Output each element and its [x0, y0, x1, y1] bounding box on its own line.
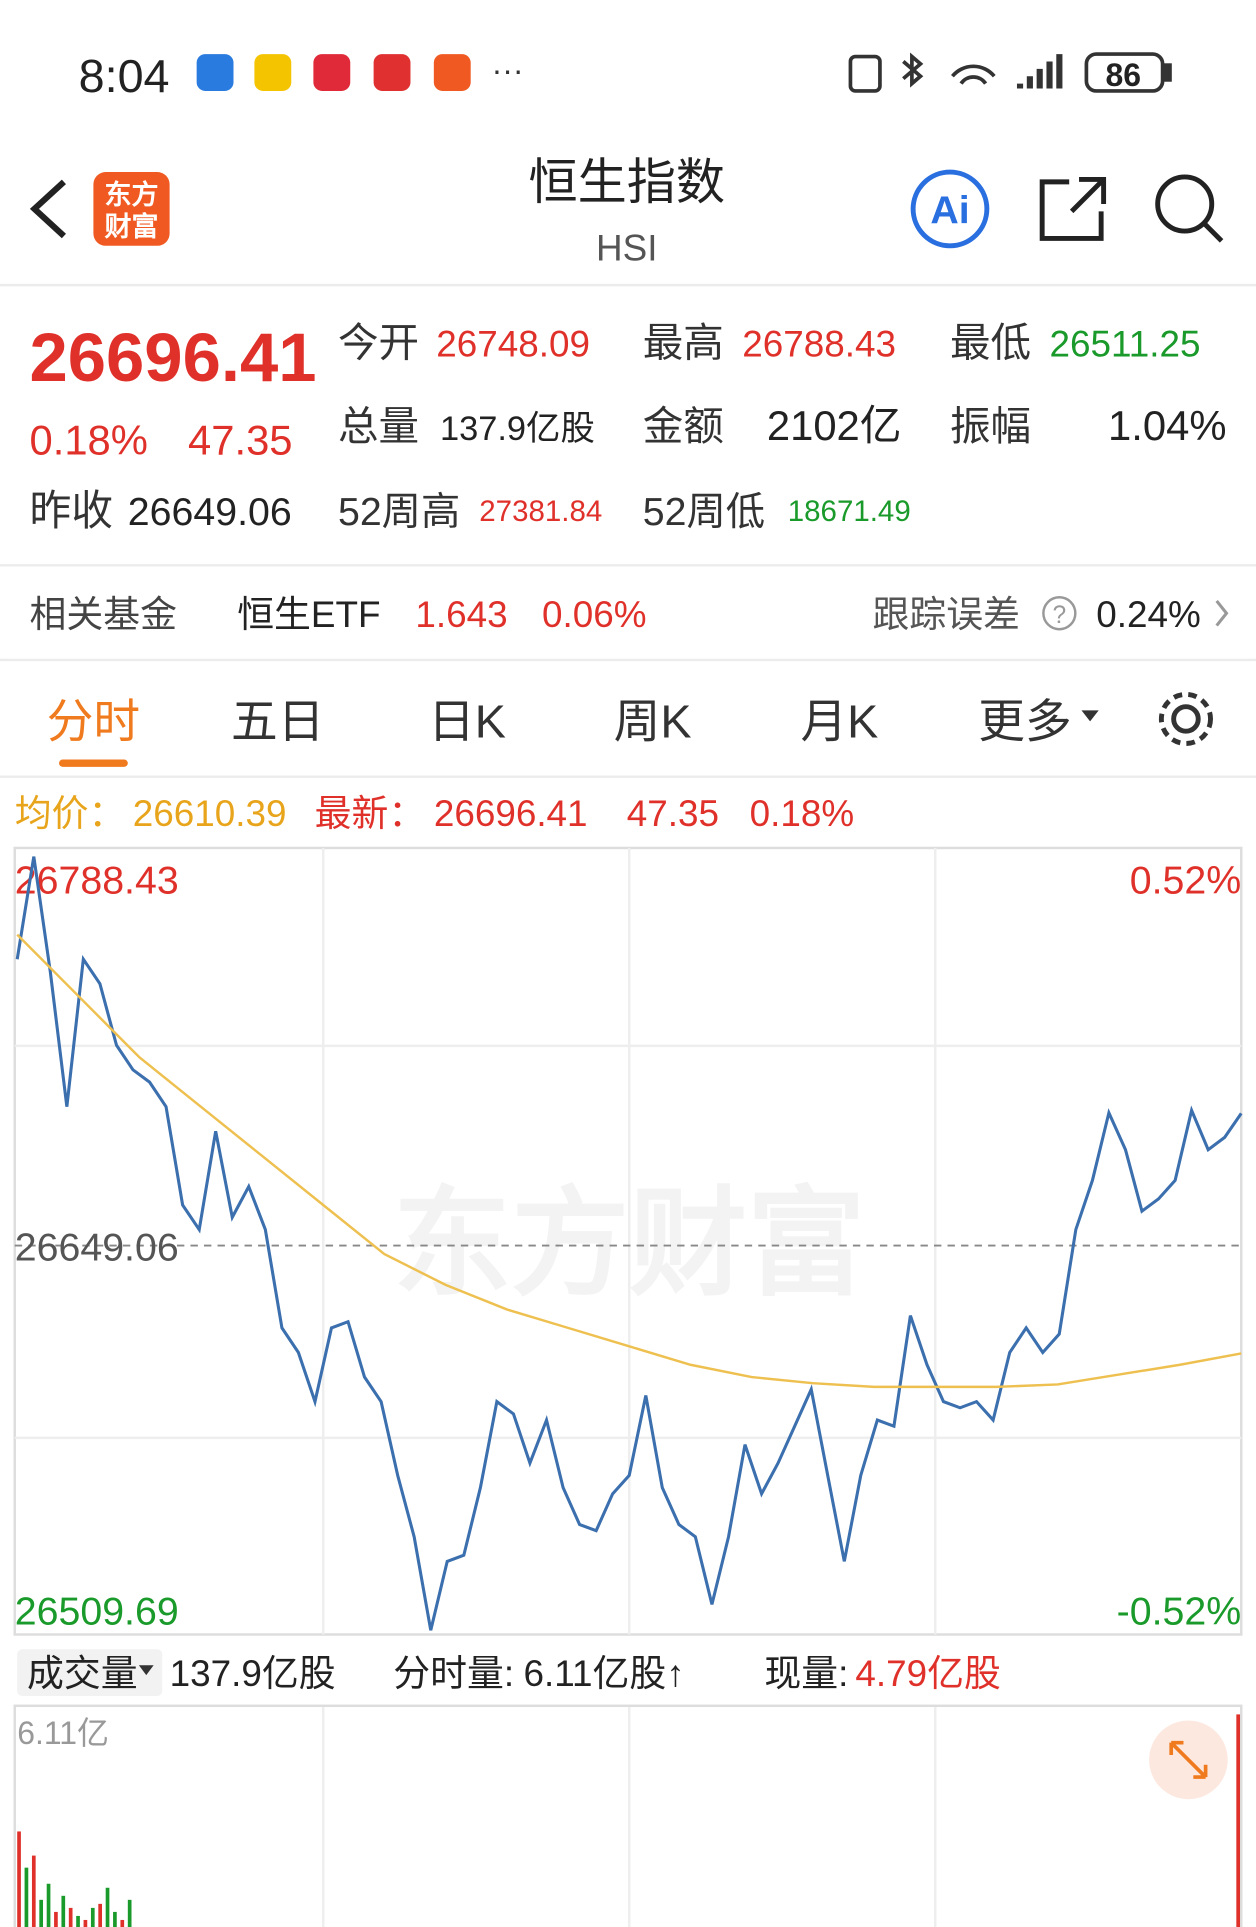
field-value: 18671.49: [788, 495, 911, 528]
volume-bar: [24, 1867, 29, 1927]
battery: 86: [1106, 57, 1142, 93]
now-volume: 4.79亿股: [855, 1653, 1000, 1694]
chevron: [1215, 599, 1229, 627]
avg-label: 均价：: [15, 793, 126, 834]
volume-bar: [90, 1907, 95, 1927]
field-value: 27381.84: [479, 495, 602, 528]
tab[interactable]: 周K: [614, 695, 692, 747]
field-value: 1.04%: [1108, 402, 1226, 449]
tab[interactable]: 月K: [800, 695, 878, 747]
dropdown-icon: [138, 1665, 154, 1676]
field-label: 52周高: [338, 490, 460, 534]
volume-label: 成交量: [27, 1653, 138, 1694]
field-label: 最低: [950, 319, 1031, 365]
field-label: 今开: [338, 319, 419, 365]
app-logo: [93, 172, 170, 246]
field-label: 总量: [338, 403, 419, 449]
volume-bar: [76, 1915, 80, 1927]
dropdown-icon: [1081, 710, 1099, 722]
volume-bar: [31, 1855, 36, 1927]
minute-volume-label: 分时量:: [393, 1653, 514, 1694]
volume-bar: [61, 1895, 66, 1927]
field-value: 26649.06: [128, 490, 292, 534]
status-icons: ···: [196, 52, 1172, 93]
field-label: 昨收: [29, 487, 113, 534]
volume-bar: [113, 1911, 117, 1927]
volume-bar: [39, 1899, 44, 1927]
avg-value: 26610.39: [133, 793, 287, 834]
last-change-pct: 0.18%: [750, 793, 855, 834]
volume-tick-label: 6.11亿: [17, 1715, 109, 1751]
ai-label: Ai: [930, 189, 969, 233]
field-value: 26748.09: [436, 323, 590, 364]
time: 8:04: [79, 50, 170, 102]
fund-name[interactable]: 恒生ETF: [237, 594, 380, 635]
fund-price: 1.643: [415, 594, 507, 635]
volume-bar: [54, 1911, 58, 1927]
volume-bar: [17, 1831, 21, 1927]
tab[interactable]: 更多: [978, 695, 1071, 747]
price-line: [15, 856, 1243, 1631]
volume-bar: [1236, 1714, 1241, 1927]
now-volume-label: 现量:: [764, 1653, 848, 1694]
volume-bar: [98, 1903, 103, 1927]
field-label: 52周低: [643, 490, 765, 534]
y2-tick-label: -0.52%: [1117, 1590, 1242, 1634]
y-tick-label: 26649.06: [15, 1225, 179, 1269]
logo-text: 东方: [104, 179, 158, 210]
volume-bar: [46, 1883, 51, 1927]
back-button[interactable]: [29, 179, 66, 239]
field-value: 137.9亿股: [440, 410, 595, 448]
y2-tick-label: 0.52%: [1130, 858, 1241, 902]
fund-change: 0.06%: [542, 594, 647, 635]
expand-icon: [1169, 1740, 1208, 1779]
change: 47.35: [188, 417, 293, 464]
y-tick-label: 26788.43: [15, 858, 179, 902]
volume-selector[interactable]: [17, 1649, 163, 1696]
tab[interactable]: 分时: [47, 695, 140, 747]
average-line: [16, 933, 1242, 1389]
last-label: 最新：: [315, 793, 426, 834]
volume-bar: [83, 1919, 88, 1927]
fund-label: 相关基金: [29, 594, 176, 635]
volume-bar: [105, 1887, 110, 1927]
help-text: ?: [1053, 602, 1067, 629]
field-label: 金额: [643, 403, 724, 449]
volume-total: 137.9亿股: [170, 1653, 336, 1694]
tracking-label: 跟踪误差: [873, 594, 1020, 635]
volume-bar: [68, 1907, 73, 1927]
change-pct: 0.18%: [29, 417, 147, 464]
tracking-value: 0.24%: [1096, 594, 1201, 635]
volume-frame: [13, 1704, 1243, 1927]
ai-button[interactable]: [910, 169, 990, 249]
last-change: 47.35: [627, 793, 719, 834]
field-label: 振幅: [950, 403, 1031, 449]
volume-bar: [127, 1899, 132, 1927]
field-value: 26511.25: [1050, 323, 1201, 364]
field-value: 2102亿: [767, 402, 902, 449]
title: 恒生指数: [528, 156, 725, 210]
watermark: 东方财富: [393, 1177, 865, 1309]
tab[interactable]: 日K: [428, 695, 506, 747]
tab-indicator: [58, 759, 128, 767]
y-tick-label: 26509.69: [15, 1590, 179, 1634]
code: HSI: [596, 228, 657, 269]
volume-bar: [120, 1919, 125, 1927]
minute-volume: 6.11亿股↑: [524, 1653, 685, 1694]
help-icon[interactable]: [1042, 596, 1077, 631]
svg-text:···: ···: [492, 52, 524, 88]
settings-button[interactable]: [1158, 691, 1213, 746]
last-value: 26696.41: [434, 793, 588, 834]
search-button[interactable]: [1155, 174, 1224, 243]
tab[interactable]: 五日: [231, 695, 324, 747]
price: 26696.41: [29, 319, 316, 396]
share-button[interactable]: [1039, 176, 1107, 241]
field-label: 最高: [643, 319, 724, 365]
logo-text: 财富: [104, 211, 158, 242]
field-value: 26788.43: [742, 323, 896, 364]
vertical-grid: [14, 847, 1242, 1927]
